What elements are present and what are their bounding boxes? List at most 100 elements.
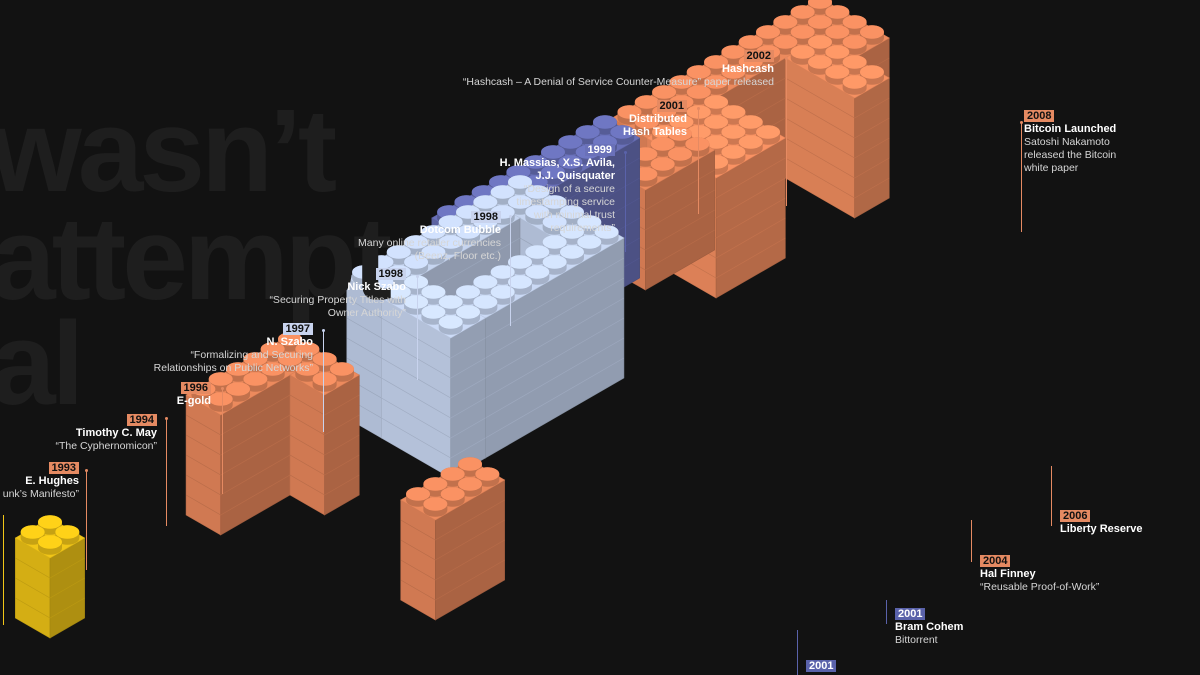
event-1994-may: 1994 Timothy C. May “The Cyphernomicon” <box>55 414 157 453</box>
leader-line-2006 <box>1051 466 1052 526</box>
event-desc: requirements” <box>550 222 615 234</box>
brick-stud <box>38 535 62 555</box>
event-title: Hal Finney <box>980 568 1036 580</box>
brick-seam <box>289 394 360 416</box>
event-desc: “Securing Property Titles with <box>269 294 406 306</box>
event-2004-finney: 2004 Hal Finney “Reusable Proof-of-Work” <box>980 555 1099 594</box>
brick-seam <box>785 117 890 159</box>
event-title: Distributed Hash Tables <box>623 113 687 138</box>
brick-seam <box>785 157 890 199</box>
leader-line-1998-dotcom <box>510 216 511 326</box>
brick-seam <box>381 337 486 379</box>
brick-stud <box>423 497 448 517</box>
brick-seam <box>400 539 505 581</box>
event-year: 1998 <box>470 211 501 223</box>
event-year: 1997 <box>282 323 313 335</box>
event-desc: Satoshi Nakamoto <box>1024 136 1110 148</box>
brick-seam <box>381 397 486 439</box>
event-2001-dht: 2001 Distributed Hash Tables <box>623 100 687 139</box>
leader-line-1999 <box>625 152 626 252</box>
event-year: 1993 <box>48 462 79 474</box>
brick-stud <box>842 75 867 95</box>
brick-seam <box>400 519 505 561</box>
brick-stud <box>738 135 763 155</box>
event-desc: white paper <box>1024 162 1079 174</box>
event-desc: unk’s Manifesto” <box>2 488 79 500</box>
event-title: Nick Szabo <box>347 281 406 293</box>
leader-line-1994 <box>166 418 167 526</box>
event-2002-hashcash: 2002 Hashcash “Hashcash – A Denial of Se… <box>463 50 774 89</box>
background-word-3: al <box>0 298 84 430</box>
leader-line-early <box>3 515 4 625</box>
brick-seam <box>289 474 360 496</box>
leader-line-2001-bram <box>886 600 887 624</box>
event-2001-bottom: 2001 <box>806 660 837 673</box>
event-desc: timestamping service <box>516 196 615 208</box>
leader-dot <box>322 329 325 332</box>
brick-seam <box>15 597 85 619</box>
event-year: 2001 <box>806 660 837 672</box>
leader-line-1998-szabo <box>417 276 418 380</box>
event-title: Bram Cohem <box>895 621 964 633</box>
event-desc: “Design of a secure <box>523 183 615 195</box>
event-2006-liberty-reserve: 2006 Liberty Reserve <box>1060 510 1143 536</box>
event-title: E. Hughes <box>25 475 79 487</box>
brick-seam <box>15 557 85 579</box>
brick-seam <box>381 377 486 419</box>
leader-dot <box>509 215 512 218</box>
event-2001-bram-cohem: 2001 Bram Cohem Bittorrent <box>895 608 963 647</box>
brick-seam <box>289 414 360 436</box>
event-year: 2006 <box>1060 510 1091 522</box>
leader-line-2004 <box>971 520 972 562</box>
brick-seam <box>785 137 890 179</box>
event-desc: “The Cyphernomicon” <box>55 440 157 452</box>
event-year: 2001 <box>656 100 687 112</box>
leader-dot <box>1020 121 1023 124</box>
event-1997-szabo: 1997 N. Szabo “Formalizing and Securing … <box>154 323 313 375</box>
event-1993-hughes: 1993 E. Hughes unk’s Manifesto” <box>3 462 79 501</box>
brick-seam <box>381 317 486 359</box>
brick-seam <box>381 357 486 399</box>
event-year: 1994 <box>126 414 157 426</box>
brick-stud <box>208 392 233 412</box>
brick-stud <box>312 372 337 392</box>
event-year: 1998 <box>375 268 406 280</box>
event-year: 2001 <box>895 608 926 620</box>
event-title: H. Massias, X.S. Avila, J.J. Quisquater <box>499 157 615 182</box>
event-desc: Bittorrent <box>895 634 938 646</box>
brick-stud <box>541 165 566 185</box>
leader-dot <box>697 107 700 110</box>
brick-seam <box>15 577 85 599</box>
brick-seam <box>289 434 360 456</box>
event-year: 2004 <box>980 555 1011 567</box>
event-desc: Owner Authority” <box>327 307 406 319</box>
event-title: Timothy C. May <box>75 427 157 439</box>
leader-line-2002-hashcash <box>786 58 787 206</box>
brick-seam <box>400 559 505 601</box>
background-word-2: attempt <box>0 193 392 325</box>
leader-line-1993 <box>86 470 87 570</box>
event-desc: released the Bitcoin <box>1024 149 1117 161</box>
event-2008-bitcoin: 2008 Bitcoin Launched Satoshi Nakamoto r… <box>1024 110 1116 175</box>
event-title: N. Szabo <box>266 336 313 348</box>
event-desc: with minimal trust <box>533 209 615 221</box>
event-title: Liberty Reserve <box>1060 523 1143 535</box>
brick-stud <box>438 315 463 335</box>
brick-orange-lower-right-left-face <box>400 499 436 621</box>
leader-line-1997 <box>323 330 324 432</box>
event-year: 2002 <box>743 50 774 62</box>
brick-seam <box>381 417 486 459</box>
event-year: 1996 <box>180 382 211 394</box>
event-desc: (Beenz, Floor etc.) <box>414 250 501 262</box>
leader-dot <box>165 417 168 420</box>
leader-dot <box>416 275 419 278</box>
leader-dot <box>221 387 224 390</box>
background-word-1: wasn’t <box>0 85 337 217</box>
event-desc: “Formalizing and Securing <box>190 349 313 361</box>
event-title: E-gold <box>176 395 211 407</box>
brick-seam <box>785 77 890 119</box>
leader-line-2001-dht <box>698 108 699 214</box>
leader-dot <box>624 151 627 154</box>
event-year: 1999 <box>584 144 615 156</box>
